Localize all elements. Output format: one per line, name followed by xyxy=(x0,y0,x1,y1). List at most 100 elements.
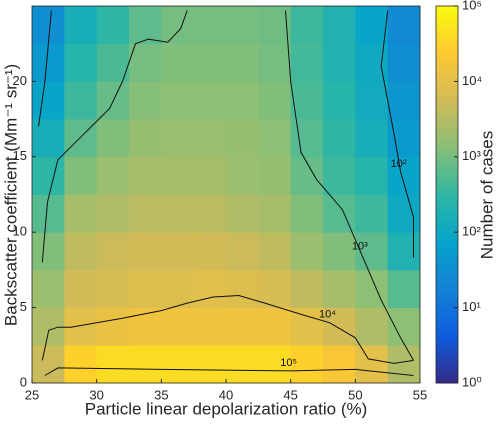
heatmap-cell xyxy=(64,6,98,45)
contour-line xyxy=(41,10,188,263)
colorbar-segment xyxy=(436,28,458,33)
heatmap-cell xyxy=(129,345,162,384)
heatmap-cell xyxy=(323,345,356,384)
colorbar-segment xyxy=(436,77,458,82)
heatmap-cell xyxy=(96,269,130,308)
heatmap-cell xyxy=(387,81,421,120)
colorbar-segment xyxy=(436,51,458,56)
heatmap-cell xyxy=(32,119,65,158)
heatmap-cell xyxy=(387,194,421,233)
heatmap-cell xyxy=(32,194,65,233)
heatmap-cell xyxy=(193,6,227,45)
colorbar-segment xyxy=(436,364,458,369)
colorbar-segment xyxy=(436,266,458,271)
colorbar-segment xyxy=(436,58,458,64)
colorbar-segment xyxy=(436,17,458,22)
heatmap-cell xyxy=(258,81,292,120)
colorbar-segment xyxy=(436,156,458,162)
x-tick-label: 50 xyxy=(348,387,362,402)
colorbar-segment xyxy=(436,62,458,67)
colorbar-segment xyxy=(436,85,458,90)
heatmap-cell xyxy=(290,119,324,158)
heatmap-cell xyxy=(96,307,130,346)
contour-line xyxy=(380,10,414,258)
colorbar-segment xyxy=(436,179,458,184)
colorbar-segment xyxy=(436,311,458,316)
colorbar-segment xyxy=(436,205,458,211)
heatmap-cell xyxy=(290,6,324,45)
heatmap-cell xyxy=(355,307,389,346)
colorbar-segment xyxy=(436,32,458,37)
colorbar-segment xyxy=(436,107,458,113)
heatmap-cell xyxy=(226,81,259,120)
x-tick-label: 25 xyxy=(25,387,39,402)
heatmap-cell xyxy=(387,232,421,271)
heatmap-cell xyxy=(355,345,389,384)
x-tick-label: 35 xyxy=(154,387,168,402)
colorbar-segment xyxy=(436,73,458,79)
colorbar-segment xyxy=(436,379,458,384)
colorbar-label: Number of cases xyxy=(477,131,496,260)
heatmap-cell xyxy=(323,194,356,233)
y-tick-label: 20 xyxy=(13,73,27,88)
colorbar-segment xyxy=(436,55,458,60)
heatmap-cell xyxy=(323,43,356,82)
heatmap-cell xyxy=(64,43,98,82)
colorbar-segment xyxy=(436,134,458,139)
colorbar-segment xyxy=(436,171,458,177)
heatmap-cell xyxy=(161,156,195,195)
heatmap-cell xyxy=(323,81,356,120)
heatmap-cell xyxy=(226,345,259,384)
colorbar-tick-label: 10¹ xyxy=(462,299,481,314)
colorbar-segment xyxy=(436,13,458,18)
x-tick-label: 30 xyxy=(89,387,103,402)
colorbar-segment xyxy=(436,296,458,301)
colorbar-segment xyxy=(436,43,458,48)
colorbar-segment xyxy=(436,352,458,358)
colorbar-segment xyxy=(436,183,458,188)
heatmap-cell xyxy=(96,232,130,271)
colorbar-segment xyxy=(436,149,458,154)
heatmap-cell xyxy=(161,81,195,120)
heatmap-cell xyxy=(129,269,162,308)
heatmap-cell xyxy=(258,156,292,195)
colorbar-segment xyxy=(436,164,458,169)
heatmap-cell xyxy=(226,6,259,45)
contour-line xyxy=(38,10,52,127)
heatmap-cell xyxy=(129,43,162,82)
colorbar-segment xyxy=(436,307,458,312)
colorbar-segment xyxy=(436,213,458,218)
heatmap-cell xyxy=(323,269,356,308)
heatmap-cell xyxy=(161,43,195,82)
y-tick-label: 5 xyxy=(20,299,27,314)
heatmap-cell xyxy=(96,345,130,384)
heatmap-cell xyxy=(161,6,195,45)
colorbar-segment xyxy=(436,258,458,263)
heatmap-cell xyxy=(323,156,356,195)
colorbar-segment xyxy=(436,198,458,203)
heatmap-cell xyxy=(258,307,292,346)
heatmap-cell xyxy=(64,194,98,233)
contour-label: 10⁴ xyxy=(319,309,336,321)
colorbar-segment xyxy=(436,81,458,86)
contour-label: 10² xyxy=(391,158,407,170)
colorbar-segment xyxy=(436,239,458,245)
colorbar-segment xyxy=(436,284,458,290)
heatmap-cell xyxy=(129,156,162,195)
colorbar-segment xyxy=(436,262,458,267)
colorbar-segment xyxy=(436,220,458,226)
heatmap-cell xyxy=(355,119,389,158)
colorbar-segment xyxy=(436,66,458,71)
heatmap-cell xyxy=(387,307,421,346)
colorbar-segment xyxy=(436,100,458,105)
colorbar-segment xyxy=(436,92,458,97)
heatmap-cell xyxy=(258,43,292,82)
colorbar-segment xyxy=(436,186,458,192)
colorbar-segment xyxy=(436,247,458,252)
colorbar-segment xyxy=(436,175,458,180)
heatmap-cell xyxy=(32,156,65,195)
heatmap-cell xyxy=(226,232,259,271)
colorbar-segment xyxy=(436,96,458,101)
colorbar-segment xyxy=(436,145,458,150)
